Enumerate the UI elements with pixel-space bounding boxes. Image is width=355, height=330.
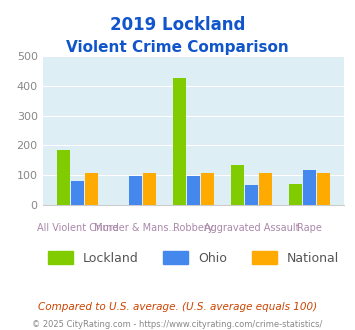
Bar	[187, 176, 200, 205]
Bar	[201, 174, 214, 205]
Bar	[129, 176, 142, 205]
Legend: Lockland, Ohio, National: Lockland, Ohio, National	[43, 246, 344, 270]
Text: Rape: Rape	[297, 223, 322, 233]
Bar	[231, 165, 244, 205]
Bar	[245, 185, 258, 205]
Bar	[143, 174, 156, 205]
Bar	[85, 174, 98, 205]
Text: Aggravated Assault: Aggravated Assault	[204, 223, 299, 233]
Bar	[57, 150, 70, 205]
Text: Compared to U.S. average. (U.S. average equals 100): Compared to U.S. average. (U.S. average …	[38, 302, 317, 312]
Text: 2019 Lockland: 2019 Lockland	[110, 16, 245, 35]
Bar	[71, 181, 84, 205]
Bar	[303, 170, 316, 205]
Bar	[173, 79, 186, 205]
Text: Robbery: Robbery	[173, 223, 214, 233]
Text: © 2025 CityRating.com - https://www.cityrating.com/crime-statistics/: © 2025 CityRating.com - https://www.city…	[32, 320, 323, 329]
Text: All Violent Crime: All Violent Crime	[37, 223, 118, 233]
Text: Murder & Mans...: Murder & Mans...	[94, 223, 177, 233]
Bar	[317, 174, 330, 205]
Text: Violent Crime Comparison: Violent Crime Comparison	[66, 40, 289, 54]
Bar	[259, 174, 272, 205]
Bar	[289, 184, 302, 205]
